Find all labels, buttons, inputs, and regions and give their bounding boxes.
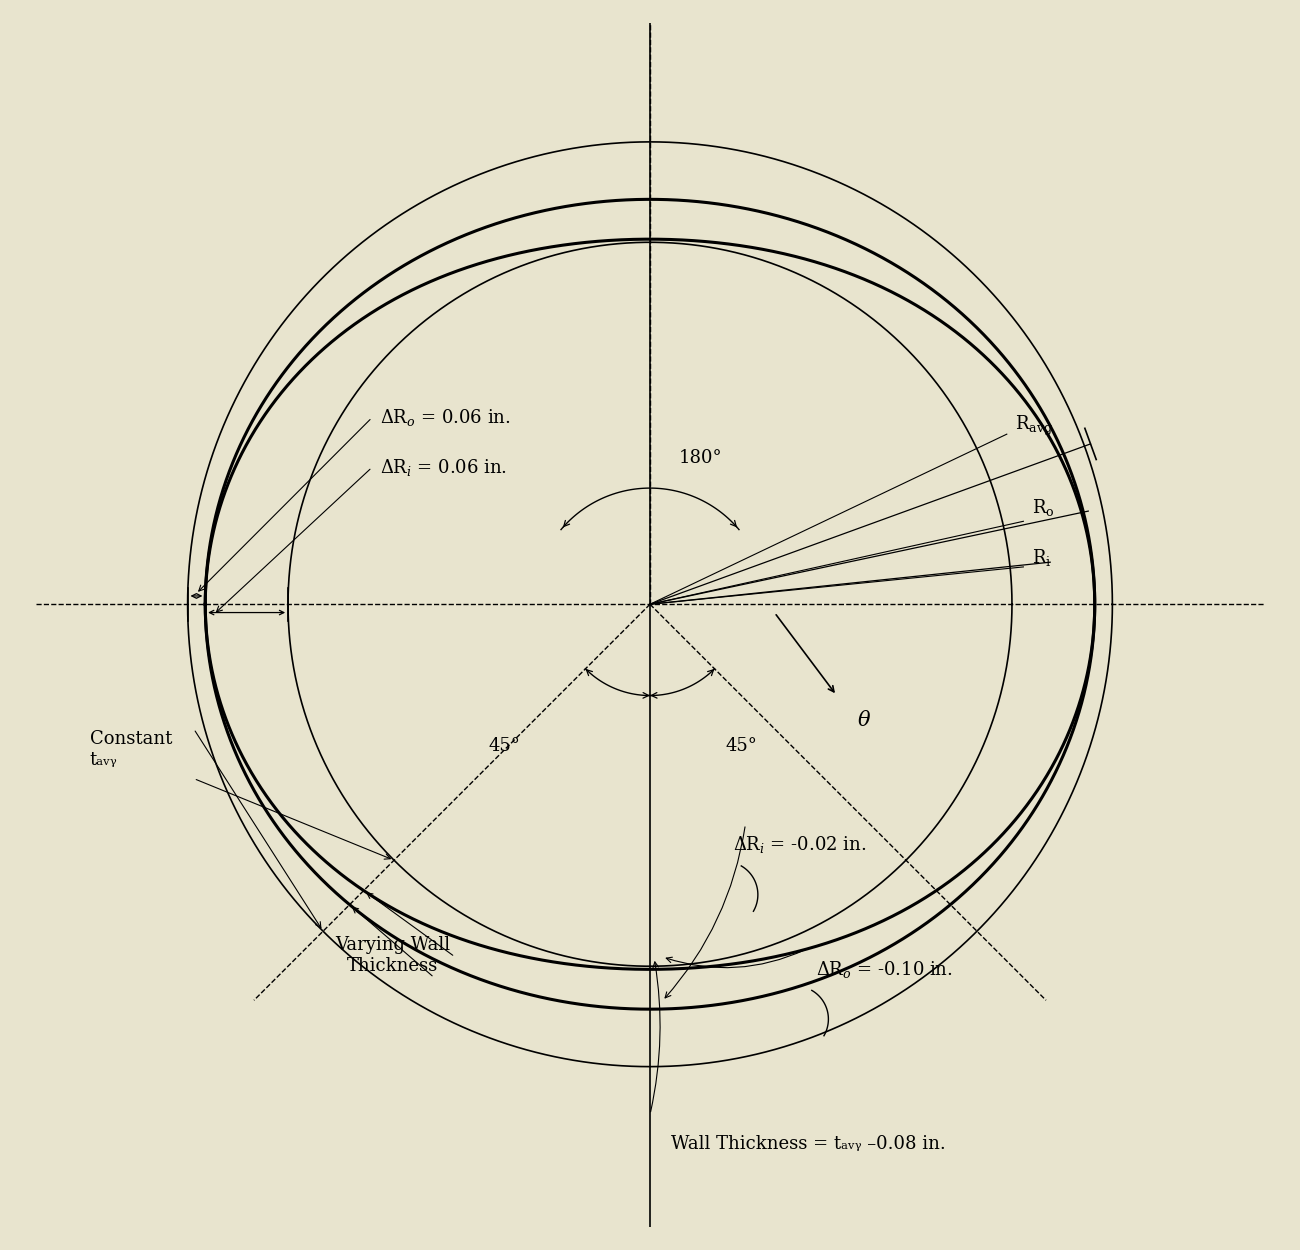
Text: 45°: 45°	[725, 738, 757, 755]
Text: Constant
tₐᵥᵧ: Constant tₐᵥᵧ	[90, 730, 173, 769]
Text: R$_{\rm i}$: R$_{\rm i}$	[1032, 546, 1052, 568]
Text: $\Delta$R$_i$ = -0.02 in.: $\Delta$R$_i$ = -0.02 in.	[733, 835, 866, 855]
Text: 45°: 45°	[489, 738, 521, 755]
Text: Varying Wall
Thickness: Varying Wall Thickness	[335, 936, 450, 975]
Text: R$_{\rm o}$: R$_{\rm o}$	[1032, 498, 1054, 518]
Text: Wall Thickness = tₐᵥᵧ –0.08 in.: Wall Thickness = tₐᵥᵧ –0.08 in.	[671, 1135, 945, 1154]
Text: 180°: 180°	[679, 449, 723, 468]
Text: $\Delta$R$_o$ = 0.06 in.: $\Delta$R$_o$ = 0.06 in.	[381, 408, 511, 428]
Text: $\Delta$R$_i$ = 0.06 in.: $\Delta$R$_i$ = 0.06 in.	[381, 456, 507, 478]
Text: R$_{\rm avg}$: R$_{\rm avg}$	[1015, 414, 1053, 437]
Text: $\theta$: $\theta$	[858, 710, 872, 730]
Text: $\Delta$R$_o$ = -0.10 in.: $\Delta$R$_o$ = -0.10 in.	[816, 959, 953, 980]
